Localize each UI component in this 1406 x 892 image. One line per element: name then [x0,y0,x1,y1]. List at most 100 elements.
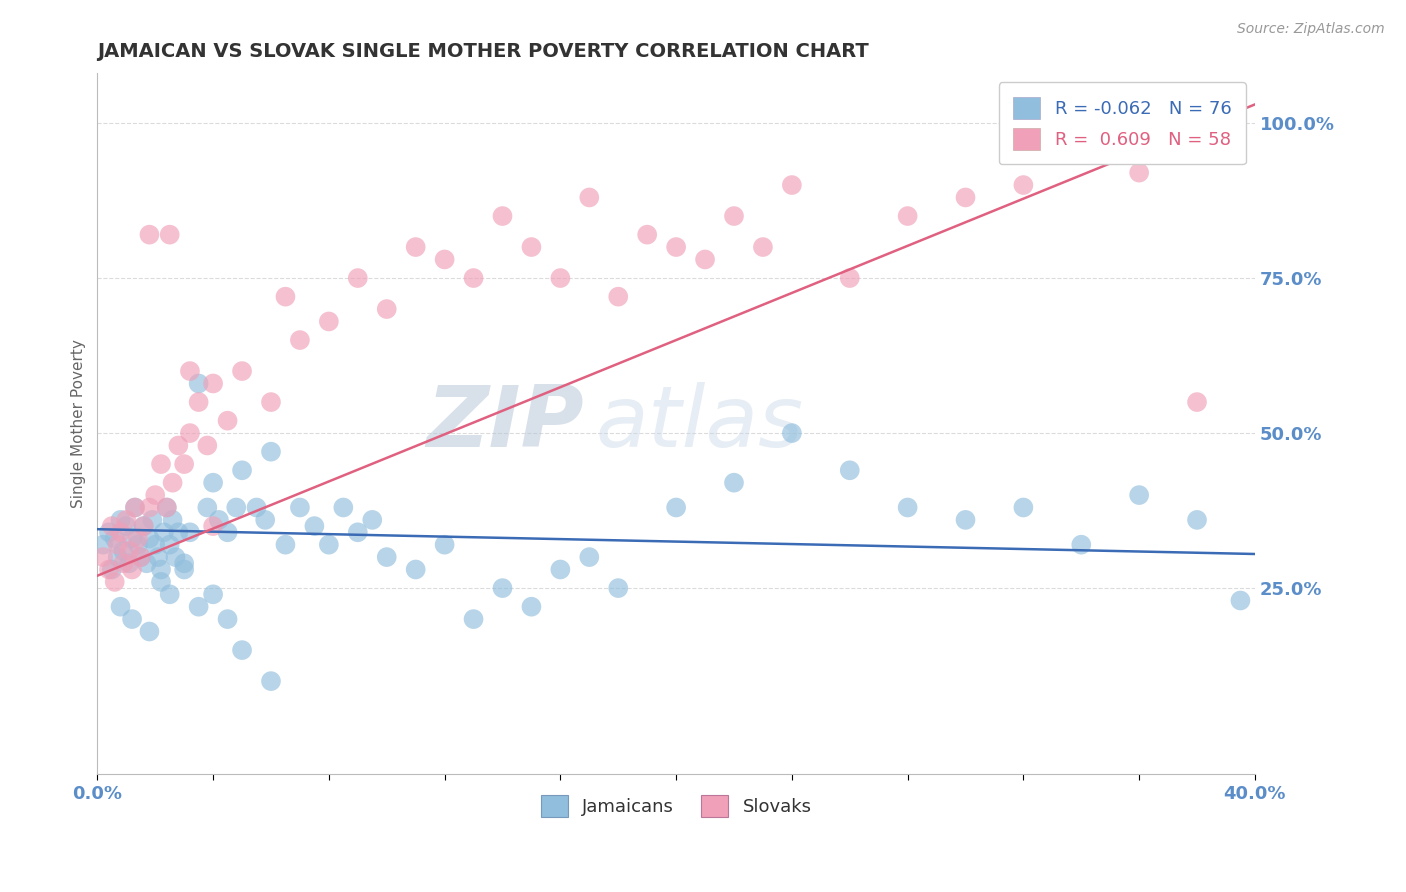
Point [173,562,195,576]
Point [167,438,190,452]
Point [550,271,572,285]
Point [780,178,803,192]
Point [159,587,181,601]
Point [110,599,132,614]
Point [405,240,427,254]
Point [520,599,543,614]
Point [304,519,326,533]
Point [550,562,572,576]
Point [665,500,688,515]
Point [607,290,630,304]
Point [780,426,803,441]
Point [955,513,977,527]
Point [433,538,456,552]
Point [288,333,311,347]
Point [1012,178,1035,192]
Point [107,538,129,552]
Point [433,252,456,267]
Point [578,550,600,565]
Point [1012,500,1035,515]
Point [179,364,201,378]
Point [156,500,179,515]
Point [195,500,218,515]
Point [202,475,225,490]
Point [115,513,138,527]
Point [208,513,231,527]
Point [723,209,745,223]
Point [135,556,157,570]
Point [162,513,184,527]
Point [195,438,218,452]
Point [97,562,120,576]
Point [115,519,138,533]
Point [112,544,135,558]
Point [260,395,283,409]
Text: Source: ZipAtlas.com: Source: ZipAtlas.com [1237,22,1385,37]
Point [187,599,209,614]
Point [91,550,114,565]
Point [127,538,149,552]
Point [217,612,239,626]
Point [491,209,513,223]
Point [101,519,124,533]
Point [838,463,860,477]
Point [260,674,283,689]
Point [167,525,190,540]
Point [97,525,120,540]
Point [375,550,398,565]
Point [1185,395,1208,409]
Point [132,519,155,533]
Point [260,444,283,458]
Point [463,612,485,626]
Point [225,500,247,515]
Point [143,538,166,552]
Point [405,562,427,576]
Point [231,643,253,657]
Point [897,500,920,515]
Point [1185,513,1208,527]
Point [124,500,146,515]
Point [121,532,143,546]
Point [288,500,311,515]
Point [346,525,368,540]
Point [346,271,368,285]
Point [274,290,297,304]
Point [897,209,920,223]
Point [202,519,225,533]
Point [217,414,239,428]
Point [127,532,149,546]
Point [121,562,143,576]
Point [150,562,173,576]
Point [104,574,127,589]
Point [607,581,630,595]
Point [110,525,132,540]
Point [143,488,166,502]
Point [141,513,163,527]
Point [179,426,201,441]
Point [179,525,201,540]
Point [150,574,173,589]
Text: ZIP: ZIP [426,383,583,466]
Point [318,314,340,328]
Point [665,240,688,254]
Point [138,624,160,639]
Point [159,538,181,552]
Point [955,190,977,204]
Point [118,556,141,570]
Point [129,550,152,565]
Point [91,538,114,552]
Point [254,513,277,527]
Point [146,550,169,565]
Point [1128,488,1150,502]
Text: JAMAICAN VS SLOVAK SINGLE MOTHER POVERTY CORRELATION CHART: JAMAICAN VS SLOVAK SINGLE MOTHER POVERTY… [97,42,869,61]
Point [202,376,225,391]
Point [578,190,600,204]
Point [520,240,543,254]
Point [153,525,176,540]
Point [202,587,225,601]
Point [162,475,184,490]
Point [838,271,860,285]
Point [274,538,297,552]
Point [156,500,179,515]
Point [104,532,127,546]
